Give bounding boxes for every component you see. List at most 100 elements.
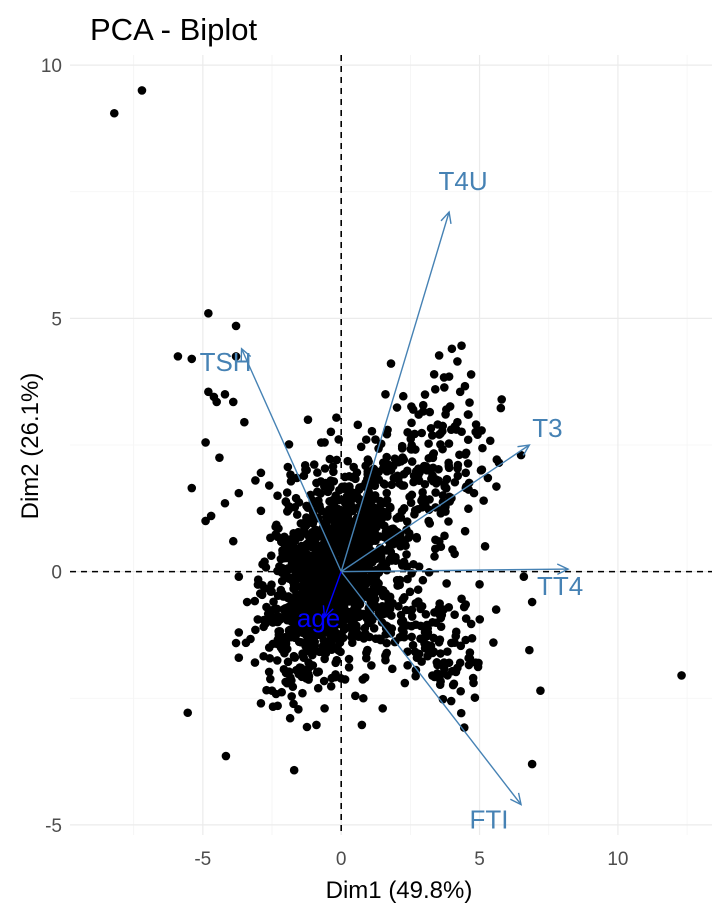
data-point bbox=[394, 512, 404, 521]
data-point bbox=[344, 654, 354, 664]
data-point bbox=[422, 465, 432, 475]
data-point bbox=[330, 504, 339, 514]
data-point bbox=[360, 673, 370, 682]
data-point bbox=[387, 480, 396, 490]
data-point bbox=[400, 678, 410, 688]
data-point bbox=[343, 623, 353, 632]
data-point bbox=[388, 461, 398, 471]
data-point bbox=[369, 624, 379, 633]
data-point bbox=[187, 354, 197, 364]
data-point bbox=[281, 497, 291, 507]
data-point bbox=[273, 491, 282, 500]
data-point bbox=[368, 527, 377, 537]
data-point bbox=[350, 622, 360, 632]
data-point bbox=[433, 606, 443, 615]
data-point bbox=[332, 655, 342, 665]
data-point bbox=[456, 641, 466, 651]
data-point bbox=[525, 645, 534, 655]
data-point bbox=[361, 435, 371, 444]
data-point bbox=[464, 478, 474, 488]
data-point bbox=[267, 606, 276, 615]
data-point bbox=[388, 664, 397, 674]
data-point bbox=[426, 647, 436, 657]
data-point bbox=[470, 693, 480, 702]
data-point bbox=[395, 580, 405, 590]
variable-label-tt4: TT4 bbox=[537, 571, 583, 601]
data-point bbox=[320, 704, 329, 713]
data-point bbox=[496, 403, 506, 413]
data-point bbox=[460, 526, 470, 536]
variable-label-t4u: T4U bbox=[439, 166, 488, 196]
data-point bbox=[420, 390, 430, 399]
data-point bbox=[421, 610, 431, 619]
data-point bbox=[220, 390, 230, 399]
data-point bbox=[315, 503, 325, 513]
variable-label-t3: T3 bbox=[532, 413, 562, 443]
data-point bbox=[381, 498, 391, 508]
data-point bbox=[308, 542, 318, 552]
data-point bbox=[463, 410, 473, 419]
data-point bbox=[396, 457, 406, 466]
data-point bbox=[394, 602, 403, 611]
data-point bbox=[296, 582, 306, 591]
data-point bbox=[489, 638, 498, 647]
data-point bbox=[363, 645, 372, 655]
data-point bbox=[527, 759, 537, 769]
data-point bbox=[335, 485, 344, 495]
data-point bbox=[346, 502, 356, 512]
data-point bbox=[313, 683, 323, 693]
data-point bbox=[356, 442, 366, 452]
y-tick-label: 5 bbox=[51, 309, 62, 330]
data-point bbox=[284, 535, 293, 545]
data-point bbox=[312, 668, 322, 677]
data-point bbox=[272, 656, 282, 665]
data-point bbox=[316, 489, 325, 498]
data-point bbox=[442, 579, 451, 588]
data-point bbox=[302, 631, 311, 640]
data-point bbox=[307, 650, 317, 660]
data-point bbox=[440, 664, 449, 673]
data-point bbox=[435, 680, 445, 689]
data-point bbox=[283, 602, 293, 612]
data-point bbox=[294, 705, 303, 714]
data-point bbox=[424, 568, 434, 577]
data-point bbox=[381, 651, 390, 661]
data-point bbox=[319, 676, 329, 686]
data-point bbox=[390, 526, 400, 535]
data-point bbox=[312, 720, 321, 730]
data-point bbox=[436, 622, 446, 631]
data-point bbox=[137, 86, 147, 95]
data-point bbox=[279, 553, 288, 563]
data-point bbox=[326, 525, 335, 535]
data-point bbox=[392, 403, 402, 412]
data-point bbox=[321, 619, 330, 628]
data-point bbox=[324, 563, 334, 572]
data-point bbox=[173, 352, 183, 361]
y-tick-label: 10 bbox=[41, 56, 62, 77]
arrow-tsh bbox=[240, 348, 342, 572]
data-point bbox=[329, 608, 339, 618]
data-point bbox=[234, 628, 244, 637]
data-point bbox=[361, 461, 370, 471]
data-point bbox=[250, 658, 260, 667]
data-point bbox=[215, 453, 224, 462]
data-point bbox=[439, 373, 449, 382]
data-point bbox=[402, 562, 412, 571]
data-point bbox=[304, 642, 314, 652]
data-point bbox=[411, 671, 420, 681]
data-point bbox=[364, 502, 374, 512]
data-point bbox=[418, 493, 428, 502]
data-point bbox=[411, 598, 420, 608]
data-point bbox=[251, 625, 260, 635]
data-point bbox=[398, 595, 408, 604]
data-point bbox=[536, 686, 545, 695]
data-point bbox=[385, 604, 395, 614]
data-point bbox=[425, 407, 435, 417]
data-point bbox=[231, 352, 241, 361]
data-point bbox=[397, 444, 407, 453]
data-point bbox=[289, 584, 298, 594]
data-point bbox=[253, 575, 263, 585]
data-point bbox=[492, 455, 502, 464]
data-point bbox=[303, 503, 313, 513]
data-point bbox=[417, 657, 426, 666]
